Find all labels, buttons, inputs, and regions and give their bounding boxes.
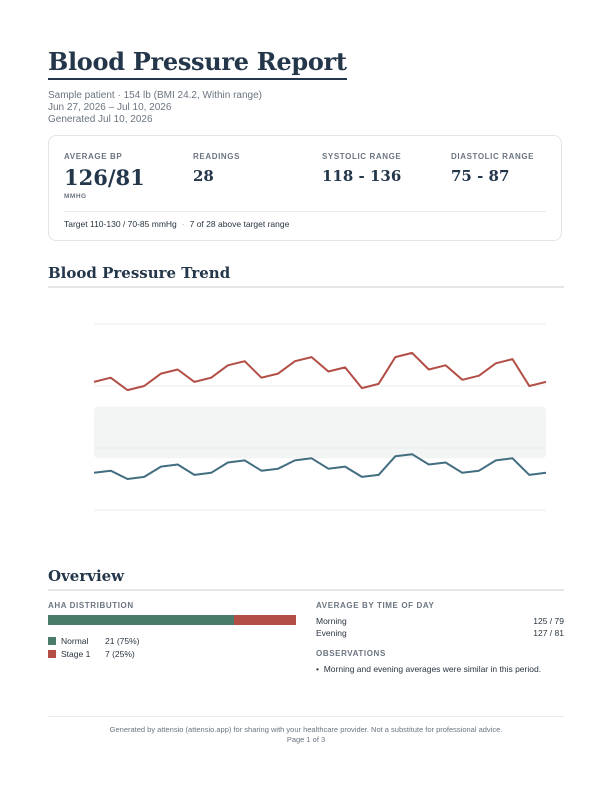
systolic-range-value: 118 - 136 xyxy=(322,167,402,185)
date-range: Jun 27, 2026 – Jul 10, 2026 xyxy=(48,102,172,113)
legend-swatch-stage1 xyxy=(48,650,56,658)
target-separator: · xyxy=(181,219,185,229)
legend-normal: Normal 21 (75%) xyxy=(48,636,140,646)
average-bp-unit: MMHG xyxy=(64,193,87,200)
time-of-day-label: AVERAGE BY TIME OF DAY xyxy=(316,601,435,610)
bp-trend-svg xyxy=(93,323,547,511)
observations-label: OBSERVATIONS xyxy=(316,649,386,658)
tod-row-morning: Morning 125 / 79 xyxy=(316,616,564,626)
readings-label: READINGS xyxy=(193,152,241,161)
diastolic-line xyxy=(93,453,547,480)
tod-value-evening: 127 / 81 xyxy=(533,628,564,638)
bullet-icon: • xyxy=(316,664,319,674)
readings-value: 28 xyxy=(193,167,214,185)
patient-line: Sample patient · 154 lb (BMI 24.2, Withi… xyxy=(48,90,262,101)
above-target-text: 7 of 28 above target range xyxy=(189,219,290,229)
tod-value-morning: 125 / 79 xyxy=(533,616,564,626)
average-bp-stat: AVERAGE BP 126/81 MMHG xyxy=(64,152,145,200)
legend-stage1: Stage 1 7 (25%) xyxy=(48,649,135,659)
observation-item: • Morning and evening averages were simi… xyxy=(316,664,541,674)
aha-distribution-label: AHA DISTRIBUTION xyxy=(48,601,134,610)
legend-name-stage1: Stage 1 xyxy=(61,649,91,659)
legend-name-normal: Normal xyxy=(61,636,89,646)
diastolic-range-label: DIASTOLIC RANGE xyxy=(451,152,535,161)
distribution-segment-normal xyxy=(48,615,234,625)
legend-count-stage1: 7 (25%) xyxy=(105,649,135,659)
observation-text: Morning and evening averages were simila… xyxy=(323,664,542,674)
average-bp-label: AVERAGE BP xyxy=(64,152,123,161)
card-divider xyxy=(64,211,546,212)
systolic-range-label: SYSTOLIC RANGE xyxy=(322,152,402,161)
overview-section-title: Overview xyxy=(48,567,564,591)
footer-disclaimer: Generated by attensio (attensio.app) for… xyxy=(109,725,503,734)
footer-page-number: Page 1 of 3 xyxy=(286,735,326,744)
aha-distribution-bar xyxy=(48,615,296,625)
summary-card: AVERAGE BP 126/81 MMHG READINGS 28 SYSTO… xyxy=(48,135,562,241)
systolic-line xyxy=(93,351,547,392)
tod-name-morning: Morning xyxy=(316,616,347,626)
tod-name-evening: Evening xyxy=(316,628,347,638)
target-note: Target 110-130 / 70-85 mmHg · 7 of 28 abov… xyxy=(64,219,289,229)
footer-divider xyxy=(48,716,564,717)
trend-section-title: Blood Pressure Trend xyxy=(48,264,564,288)
systolic-range-stat: SYSTOLIC RANGE 118 - 136 xyxy=(322,152,401,185)
legend-swatch-normal xyxy=(48,637,56,645)
diastolic-range-stat: DIASTOLIC RANGE 75 - 87 xyxy=(451,152,534,185)
tod-row-evening: Evening 127 / 81 xyxy=(316,628,564,638)
readings-stat: READINGS 28 xyxy=(193,152,240,185)
bp-trend-chart xyxy=(48,300,564,530)
legend-count-normal: 21 (75%) xyxy=(105,636,140,646)
average-bp-value: 126/81 xyxy=(64,165,145,190)
target-band xyxy=(94,406,546,459)
diastolic-range-value: 75 - 87 xyxy=(451,167,510,185)
report-title: Blood Pressure Report xyxy=(48,47,347,80)
generated-date: Generated Jul 10, 2026 xyxy=(48,114,153,125)
distribution-segment-stage1 xyxy=(234,615,296,625)
target-range-text: Target 110-130 / 70-85 mmHg xyxy=(64,219,177,229)
